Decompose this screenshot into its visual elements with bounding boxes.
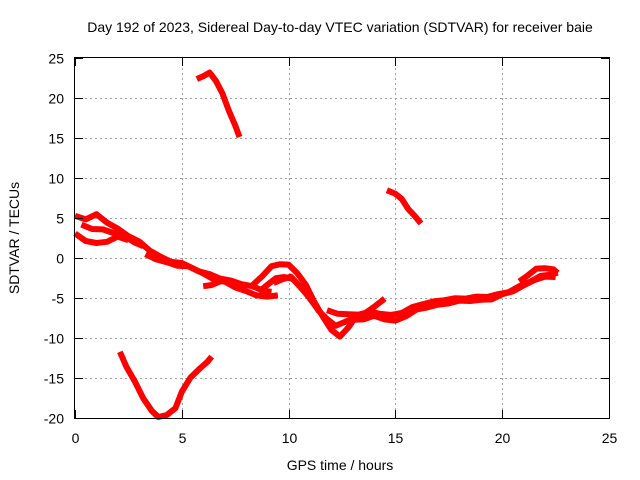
- y-tick-label: -5: [52, 291, 65, 307]
- x-tick-label: 15: [388, 430, 404, 446]
- y-tick-label: 10: [48, 171, 64, 187]
- series-line-arc-13: [352, 273, 556, 324]
- x-tick-label: 10: [282, 430, 298, 446]
- x-tick-label: 25: [602, 430, 618, 446]
- series-line-arc-9: [250, 261, 387, 340]
- y-tick-label: 0: [56, 251, 64, 267]
- y-tick-label: 25: [48, 51, 64, 67]
- y-tick-label: -10: [44, 331, 64, 347]
- y-tick-label: -15: [44, 371, 64, 387]
- series-line-arc-7: [144, 251, 272, 295]
- y-axis-label: SDTVAR / TECUs: [6, 182, 22, 294]
- series-line-arc-11: [272, 273, 319, 310]
- x-axis-label: GPS time / hours: [287, 457, 394, 473]
- series-line-arc-1: [195, 69, 243, 139]
- y-tick-label: 5: [56, 211, 64, 227]
- series-line-arc-8: [202, 278, 229, 290]
- series-line-arc-6: [80, 221, 145, 249]
- series-line-arc-3: [117, 350, 215, 420]
- series-line-arc-2: [385, 187, 424, 226]
- x-tick-label: 20: [495, 430, 511, 446]
- ticks: 0 5 10 15 20 25 -20 -15 -10 -5 0 5 10 15 20 25: [44, 51, 618, 447]
- y-tick-label: 20: [48, 91, 64, 107]
- series-line-arc-14: [517, 265, 560, 284]
- plot-frame: [74, 57, 610, 419]
- grid: [75, 58, 609, 418]
- series-layer: [73, 69, 560, 420]
- x-tick-label: 0: [72, 430, 80, 446]
- y-tick-label: -20: [44, 411, 64, 427]
- y-tick-label: 15: [48, 131, 64, 147]
- chart-title: Day 192 of 2023, Sidereal Day-to-day VTE…: [87, 19, 593, 35]
- x-tick-label: 5: [179, 430, 187, 446]
